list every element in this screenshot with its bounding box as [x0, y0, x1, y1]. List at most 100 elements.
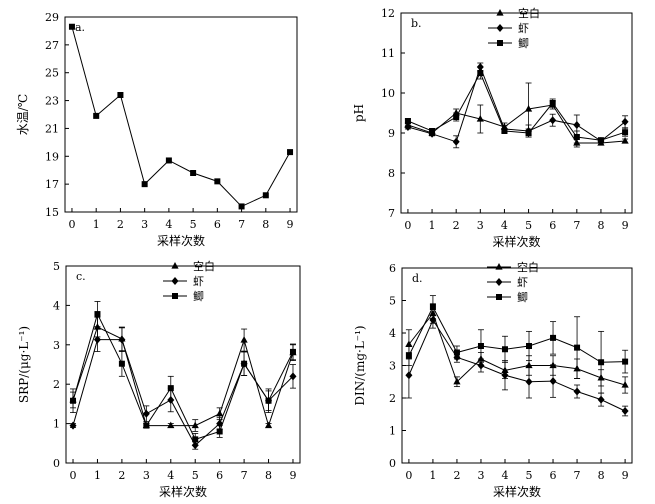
panel-a-ytick-label: 17: [45, 178, 59, 191]
panel-a-point: [141, 181, 148, 188]
panel-d-ytick-label: 5: [389, 295, 396, 308]
panel-a-ytick-label: 21: [45, 122, 59, 135]
panel-d-point: [429, 304, 436, 310]
panel-d-legend-marker: [495, 263, 503, 270]
panel-b-xtick-label: 6: [549, 219, 556, 232]
panel-d-series-line: [408, 305, 626, 363]
panel-b-xtick-label: 7: [573, 219, 580, 232]
panel-d-ylabel: DIN/(mg·L⁻¹): [353, 325, 367, 405]
panel-b-point: [477, 70, 484, 76]
panel-b-point: [501, 128, 508, 134]
panel-d-point: [597, 395, 605, 404]
panel-c-point: [118, 335, 126, 344]
panel-a-xtick-label: 5: [190, 218, 197, 231]
panel-d-point: [453, 349, 460, 356]
panel-b-xtick-label: 5: [525, 219, 532, 232]
panel-c-ytick-label: 2: [53, 378, 60, 391]
panel-c-series-line: [72, 339, 294, 447]
panel-b-ytick-label: 10: [381, 87, 395, 100]
panel-b-point: [525, 130, 532, 136]
panel-c-label: c.: [76, 270, 86, 283]
panel-c-point: [142, 409, 150, 418]
panel-a-frame: [64, 16, 298, 213]
panel-c-legend-entry: 鲫: [193, 289, 204, 303]
panel-b-ytick-label: 11: [381, 47, 395, 60]
panel-a-xtick-label: 8: [262, 218, 269, 231]
panel-d-point: [525, 377, 533, 386]
panel-a-point: [165, 157, 172, 164]
panel-d-label: d.: [412, 272, 423, 285]
panel-a-ylabel: 水温/℃: [16, 94, 30, 135]
panel-c-point: [118, 360, 125, 367]
panel-c-xtick-label: 0: [70, 469, 77, 482]
panel-b-legend-entry: 鲫: [518, 36, 529, 50]
panel-a-ytick-label: 27: [45, 39, 59, 52]
panel-b-point: [597, 137, 604, 144]
panel-d-ytick-label: 2: [389, 392, 396, 405]
panel-d-xtick-label: 3: [477, 469, 484, 482]
panel-d-xtick-label: 7: [574, 469, 581, 482]
panel-a-xtick-label: 4: [165, 218, 172, 231]
panel-a-point: [117, 92, 124, 98]
panel-a-point: [93, 112, 100, 119]
panel-c-point: [94, 311, 101, 318]
panel-d-xtick-label: 8: [598, 469, 605, 482]
panel-d-ytick-label: 6: [389, 262, 396, 275]
panel-a-xtick-label: 1: [93, 218, 100, 231]
panel-b-frame: [400, 12, 633, 214]
panel-c-ytick-label: 4: [53, 299, 60, 312]
panel-c-point: [192, 436, 199, 443]
panel-b-xtick-label: 2: [453, 219, 460, 232]
panel-b-point: [429, 128, 436, 134]
panel-a-ytick-label: 25: [45, 67, 59, 80]
panel-d-point: [405, 352, 412, 359]
panel-b-series-line: [407, 71, 626, 141]
panel-b-series-square: [404, 66, 629, 144]
panel-c-series-line: [72, 312, 294, 440]
panel-c-legend-marker: [171, 277, 179, 285]
panel-d-point: [453, 377, 461, 385]
panel-c-series-square: [70, 301, 296, 446]
panel-d-legend-entry: 鲫: [517, 290, 528, 304]
panel-b-legend-entry: 空白: [518, 6, 540, 20]
panel-a-series-square: [68, 23, 294, 210]
panel-b-point: [622, 129, 629, 136]
panel-c-ytick-label: 5: [53, 260, 60, 273]
panel-b-legend-marker: [497, 40, 503, 46]
panel-d-point: [549, 377, 557, 386]
panel-c-point: [289, 348, 296, 355]
panel-d-xtick-label: 2: [453, 469, 460, 482]
panel-c-point: [265, 397, 272, 404]
panel-c-xtick-label: 9: [289, 469, 296, 482]
panel-d-point: [525, 361, 533, 369]
panel-a-point: [214, 178, 221, 185]
panel-a-label: a.: [75, 21, 85, 34]
panel-d-series-square: [405, 295, 629, 394]
panel-c-point: [70, 397, 77, 404]
panel-c-xtick-label: 3: [143, 469, 150, 482]
panel-b-xtick-label: 1: [429, 219, 436, 232]
panel-b-xtick-label: 4: [501, 219, 508, 232]
panel-c-xtick-label: 5: [192, 469, 199, 482]
panel-d-ytick-label: 0: [389, 457, 396, 470]
panel-c-point: [167, 385, 174, 392]
panel-c-point: [216, 428, 223, 435]
panel-d-xtick-label: 1: [429, 469, 436, 482]
panel-d-legend-entry: 虾: [517, 276, 528, 289]
panel-b-point: [404, 123, 412, 131]
panel-c-legend-marker: [171, 262, 179, 269]
panel-b-legend-marker: [496, 24, 504, 32]
panel-d-point: [573, 387, 581, 396]
panel-d-xtick-label: 6: [550, 469, 557, 482]
panel-c-point: [93, 335, 101, 344]
panel-b-xtick-label: 0: [404, 219, 411, 232]
panel-b-series-diamond: [404, 62, 629, 149]
panel-d-point: [621, 407, 629, 415]
panel-c-legend-entry: 空白: [193, 259, 215, 273]
panel-a-point: [238, 203, 245, 210]
